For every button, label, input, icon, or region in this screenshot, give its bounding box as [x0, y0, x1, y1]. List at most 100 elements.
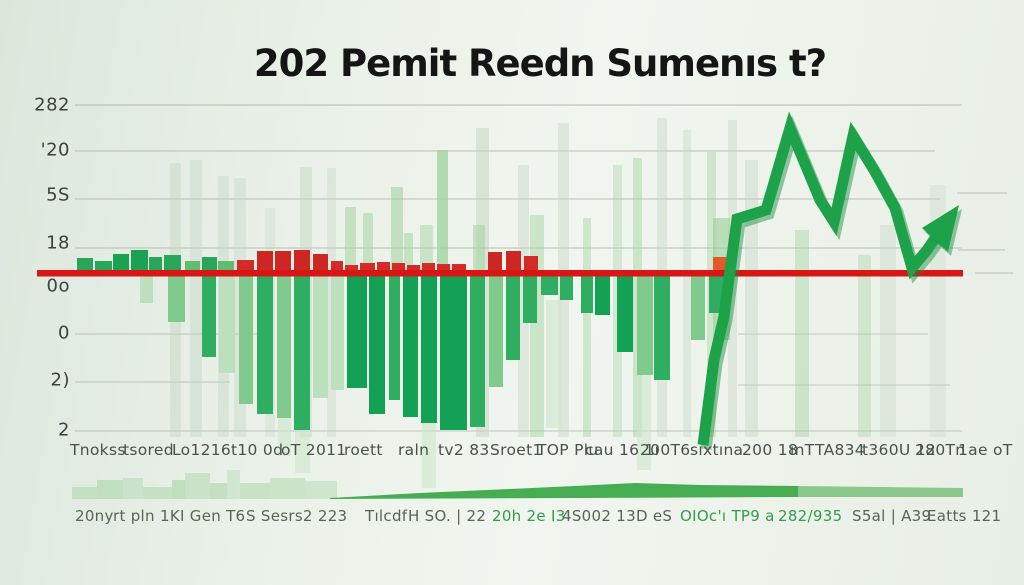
below-line-bar	[560, 276, 573, 300]
above-line-bar	[257, 251, 273, 271]
above-line-bar	[218, 261, 234, 271]
above-line-bar	[360, 263, 375, 271]
footer-label: S Sesrs2 223	[246, 507, 348, 525]
y-axis-label: 2	[58, 419, 70, 441]
below-line-bar	[654, 276, 670, 380]
below-line-bar	[440, 276, 467, 430]
below-line-bar	[140, 276, 153, 303]
above-line-bar	[422, 263, 435, 271]
bottom-band-skyline	[185, 473, 210, 499]
footer-label: 1KI Gen T6	[160, 507, 246, 525]
x-axis-label: sıxtına	[690, 441, 744, 459]
below-line-bar	[277, 276, 291, 418]
above-line-bar	[377, 262, 390, 271]
x-axis-label: cau 16 1ı	[585, 441, 660, 459]
x-axis-label: TA834	[815, 441, 865, 459]
ghost-column	[437, 150, 448, 271]
x-axis-label: tsored	[123, 441, 174, 459]
footer-label: Eatts 121	[927, 507, 1002, 525]
ghost-column	[795, 230, 809, 437]
pale-extension-bar	[278, 418, 291, 456]
x-axis-label: roett	[344, 441, 383, 459]
below-line-bar	[541, 276, 558, 295]
ghost-column	[345, 207, 356, 277]
chart-title: 202 Pemit Reedn Sumenıs t?	[253, 42, 827, 85]
footer-label: Tılcdf	[365, 507, 408, 525]
above-line-bar	[202, 257, 217, 271]
bottom-band-skyline	[143, 487, 172, 499]
x-axis-label: Sroet1	[490, 441, 543, 459]
x-axis-label: t360U 12	[862, 441, 937, 459]
footer-label: 20ny	[75, 507, 114, 525]
bottom-band-skyline	[305, 481, 337, 499]
pale-extension-bar	[295, 430, 310, 473]
above-line-bar	[437, 264, 450, 271]
below-line-bar	[523, 276, 537, 323]
x-axis-label: 1ae oT	[958, 441, 1013, 459]
ghost-column	[404, 233, 413, 277]
x-axis-label: raln	[398, 441, 430, 459]
above-line-bar	[275, 251, 291, 271]
pale-extension-bar	[546, 300, 561, 428]
below-line-bar	[294, 276, 310, 430]
pale-extension-bar	[422, 423, 436, 488]
below-line-bar	[331, 276, 344, 390]
x-axis-label: Tnokss	[70, 441, 126, 459]
bottom-band-skyline	[270, 478, 305, 499]
below-line-bar	[347, 276, 367, 388]
below-line-bar	[506, 276, 520, 360]
ghost-column	[683, 130, 691, 437]
above-line-bar	[185, 261, 200, 271]
footer-label: S5al | A39	[852, 507, 932, 525]
x-axis-label: 200 18	[742, 441, 799, 459]
above-line-bar	[506, 251, 521, 271]
bottom-band-skyline	[172, 480, 185, 499]
y-axis-label: 0	[58, 322, 70, 344]
ghost-column	[363, 213, 373, 277]
above-line-bar	[345, 265, 358, 271]
above-line-bar	[488, 252, 502, 271]
footer-label: 20h 2e I3	[492, 507, 566, 525]
below-line-bar	[595, 276, 610, 315]
below-line-bar	[489, 276, 503, 387]
x-axis-label: Lo1216	[172, 441, 232, 459]
below-line-bar	[257, 276, 273, 414]
below-line-bar	[389, 276, 400, 400]
ghost-column	[745, 160, 758, 437]
ghost-column	[391, 187, 403, 277]
ghost-column	[530, 215, 544, 437]
below-line-bar	[313, 276, 328, 398]
pale-extension-bar	[637, 375, 651, 470]
above-line-bar	[149, 257, 162, 271]
bottom-band-skyline	[240, 483, 270, 499]
below-line-bar	[239, 276, 253, 404]
above-line-bar	[452, 264, 466, 271]
x-axis-label: 280Tn	[915, 441, 966, 459]
bottom-band-ribbon-dark	[330, 483, 800, 499]
above-line-bar	[95, 261, 112, 271]
below-line-bar	[617, 276, 633, 352]
footer-label: H SO. | 22	[408, 507, 487, 525]
below-line-bar	[369, 276, 385, 414]
footer-label: 282/935	[778, 507, 843, 525]
above-line-bar	[113, 254, 129, 271]
x-axis-label: oT 2011	[281, 441, 347, 459]
red-baseline	[37, 270, 963, 277]
below-line-bar	[691, 276, 705, 340]
above-line-bar	[331, 261, 343, 271]
x-axis-label: tv2 83	[438, 441, 490, 459]
ghost-column	[473, 225, 485, 277]
below-line-bar	[421, 276, 437, 423]
below-line-bar	[637, 276, 653, 375]
y-axis-label: 0o	[46, 275, 70, 297]
above-line-bar	[131, 250, 148, 271]
x-axis-label: 200T6	[640, 441, 691, 459]
above-line-bar	[237, 260, 254, 271]
x-axis-label: TOP Plu	[537, 441, 599, 459]
bottom-band-ribbon-light	[798, 486, 963, 497]
above-line-bar	[77, 258, 93, 271]
above-line-bar	[294, 250, 310, 271]
x-axis-label: ınT	[790, 441, 815, 459]
